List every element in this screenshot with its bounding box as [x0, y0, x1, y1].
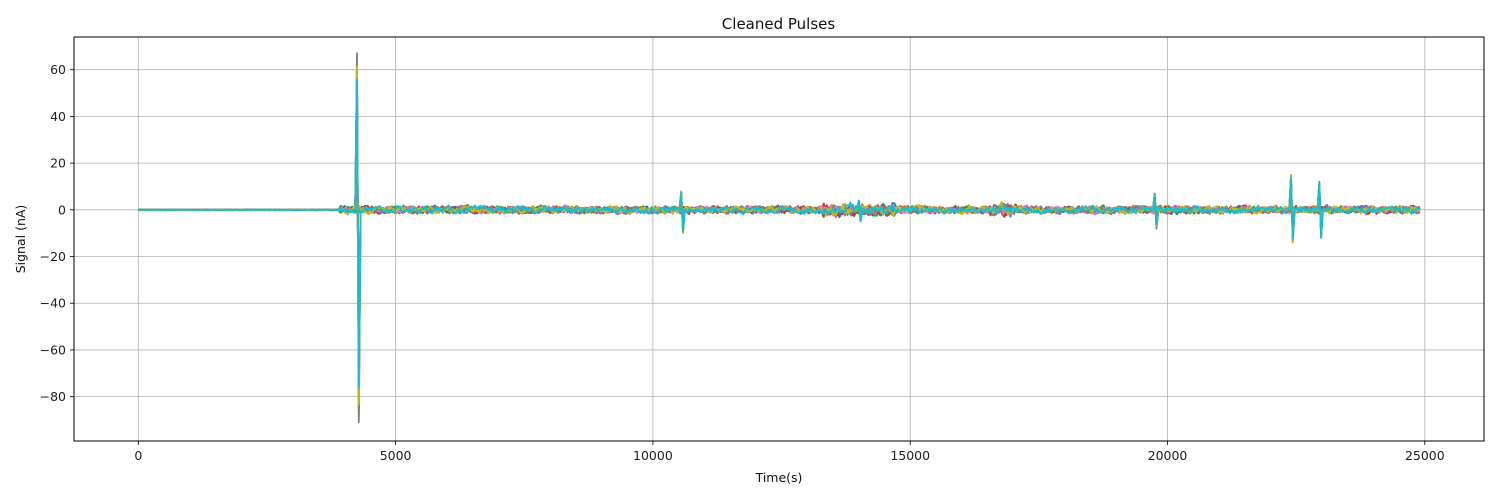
- x-tick-label: 25000: [1405, 448, 1445, 463]
- y-tick-label: 60: [50, 62, 66, 77]
- chart-title: Cleaned Pulses: [722, 15, 836, 33]
- series-line: [138, 91, 1421, 371]
- series-line: [138, 56, 1421, 418]
- series-line: [137, 74, 1421, 394]
- x-tick-label: 20000: [1148, 448, 1188, 463]
- y-tick-label: −40: [40, 296, 66, 311]
- x-axis-ticks: 0 5000 10000 15000 20000 25000: [134, 441, 1445, 463]
- x-tick-label: 0: [134, 448, 142, 463]
- x-tick-label: 10000: [633, 448, 673, 463]
- series-group: [137, 52, 1421, 424]
- y-tick-label: 0: [58, 202, 66, 217]
- series-line: [138, 52, 1421, 424]
- y-axis-label: Signal (nA): [13, 205, 28, 274]
- series-line: [137, 78, 1421, 388]
- series-line: [138, 82, 1421, 382]
- y-tick-label: −80: [40, 389, 66, 404]
- plot-frame: [73, 36, 1485, 442]
- series-line: [138, 69, 1421, 400]
- series-line: [138, 87, 1421, 376]
- y-tick-label: −60: [40, 342, 66, 357]
- x-tick-label: 15000: [890, 448, 930, 463]
- series-line: [138, 61, 1421, 412]
- series-line: [138, 65, 1421, 406]
- x-tick-label: 5000: [380, 448, 412, 463]
- y-tick-label: −20: [40, 249, 66, 264]
- y-axis-ticks: −80 −60 −40 −20 0 20 40 60: [40, 62, 74, 404]
- y-tick-label: 40: [50, 109, 66, 124]
- y-tick-label: 20: [50, 156, 66, 171]
- grid: [74, 37, 1484, 441]
- x-axis-label: Time(s): [755, 470, 803, 485]
